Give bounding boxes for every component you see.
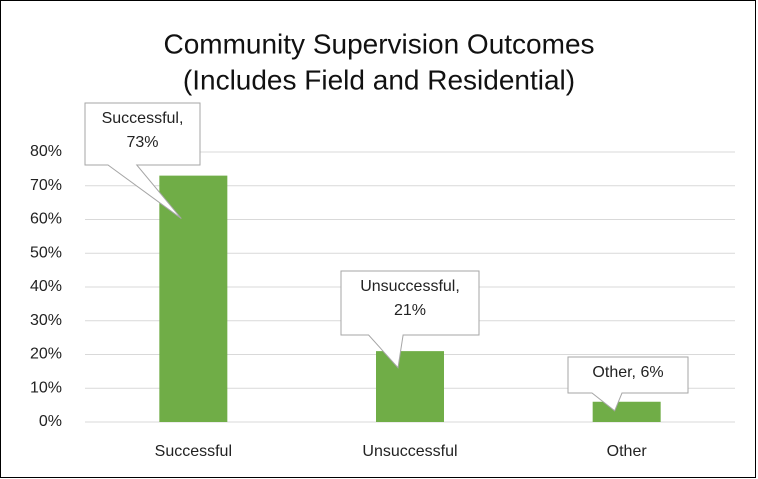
y-tick-label: 40% <box>30 278 62 295</box>
bar <box>376 351 444 422</box>
x-tick-label: Unsuccessful <box>362 443 457 460</box>
y-tick-label: 50% <box>30 244 62 261</box>
y-tick-label: 10% <box>30 379 62 396</box>
callout-shape <box>340 270 480 369</box>
x-tick-label: Successful <box>155 443 232 460</box>
data-label: Unsuccessful, 21% <box>360 278 460 319</box>
x-tick-label: Other <box>607 443 648 460</box>
y-tick-label: 80% <box>30 143 62 160</box>
y-tick-label: 70% <box>30 177 62 194</box>
bar <box>592 401 661 422</box>
y-tick-label: 30% <box>30 312 62 329</box>
callout-shape <box>567 356 689 412</box>
chart-title: Community Supervision Outcomes <box>163 28 594 59</box>
data-label: Other, 6% <box>592 364 664 381</box>
y-tick-label: 60% <box>30 211 62 228</box>
y-tick-label: 20% <box>30 346 62 363</box>
y-tick-label: 0% <box>39 413 62 430</box>
bar <box>159 175 228 422</box>
callout-shape <box>84 102 201 219</box>
chart-title: (Includes Field and Residential) <box>183 64 575 95</box>
data-label: Successful, 73% <box>101 110 184 151</box>
